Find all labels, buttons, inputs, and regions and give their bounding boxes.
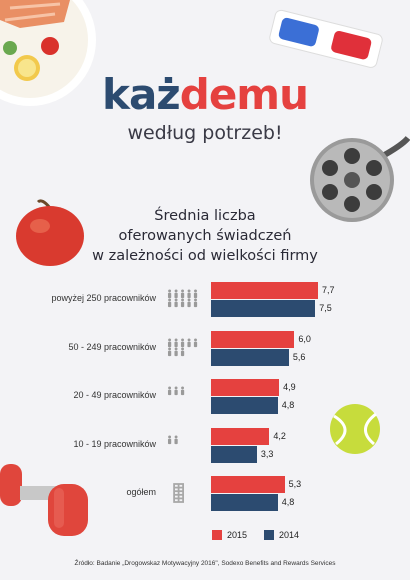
dumbbell-icon [0,464,88,536]
source-note: Źródło: Badanie „Drogowskaz Motywacyjny … [74,560,336,567]
chart-title-line: oferowanych świadczeń [118,228,292,244]
data-label-2014: 4,8 [281,497,295,507]
data-label-2015: 6,0 [298,333,311,344]
chart-title-line: w zależności od wielkości firmy [92,248,318,264]
bar-2014 [211,348,289,366]
bar-2014 [211,397,278,414]
data-label-2014: 7,5 [319,303,332,313]
category-label: 10 - 19 pracowników [73,438,156,449]
brand-part1: każ [102,70,181,119]
legend-label-2015: 2015 [227,530,248,540]
people-icon [167,386,185,396]
data-label-2015: 4,2 [273,430,286,441]
brand-logo: każdemu [0,70,410,120]
bar-2015 [211,282,319,299]
3d-glasses-icon [269,9,383,68]
bar-2014 [211,445,257,463]
category-label: 50 - 249 pracowników [68,341,156,352]
film-reel-icon [310,135,410,222]
people-icon [167,434,178,444]
category-label: powyżej 250 pracowników [51,293,156,303]
bar-2014 [211,300,316,317]
bar-2014 [211,494,278,511]
category-label: 20 - 49 pracowników [73,390,156,400]
bar-2015 [211,476,285,493]
apple-icon [16,199,84,266]
category-label: ogółem [126,487,156,497]
data-label-2014: 3,3 [260,448,274,459]
data-label-2015: 4,9 [283,382,296,392]
tennis-ball-icon [330,404,380,454]
people-icon [167,337,198,356]
legend-swatch-2015 [212,530,222,540]
data-label-2015: 7,7 [322,285,335,295]
food-plate-icon [0,0,96,106]
data-label-2014: 4,8 [281,400,295,410]
tagline: według potrzeb! [127,122,283,144]
legend-label-2014: 2014 [279,530,300,540]
legend-swatch-2014 [264,530,274,540]
bar-2015 [211,379,280,396]
building-icon [173,483,184,503]
chart-title: Średnia liczba oferowanych świadczeń w z… [60,206,350,266]
people-icon [167,289,198,308]
bar-2015 [211,330,295,348]
chart-title-line: Średnia liczba [154,208,256,224]
brand-part2: demu [179,70,309,119]
data-label-2014: 5,6 [292,351,306,362]
bar-2015 [211,427,270,445]
data-label-2015: 5,3 [288,479,302,489]
